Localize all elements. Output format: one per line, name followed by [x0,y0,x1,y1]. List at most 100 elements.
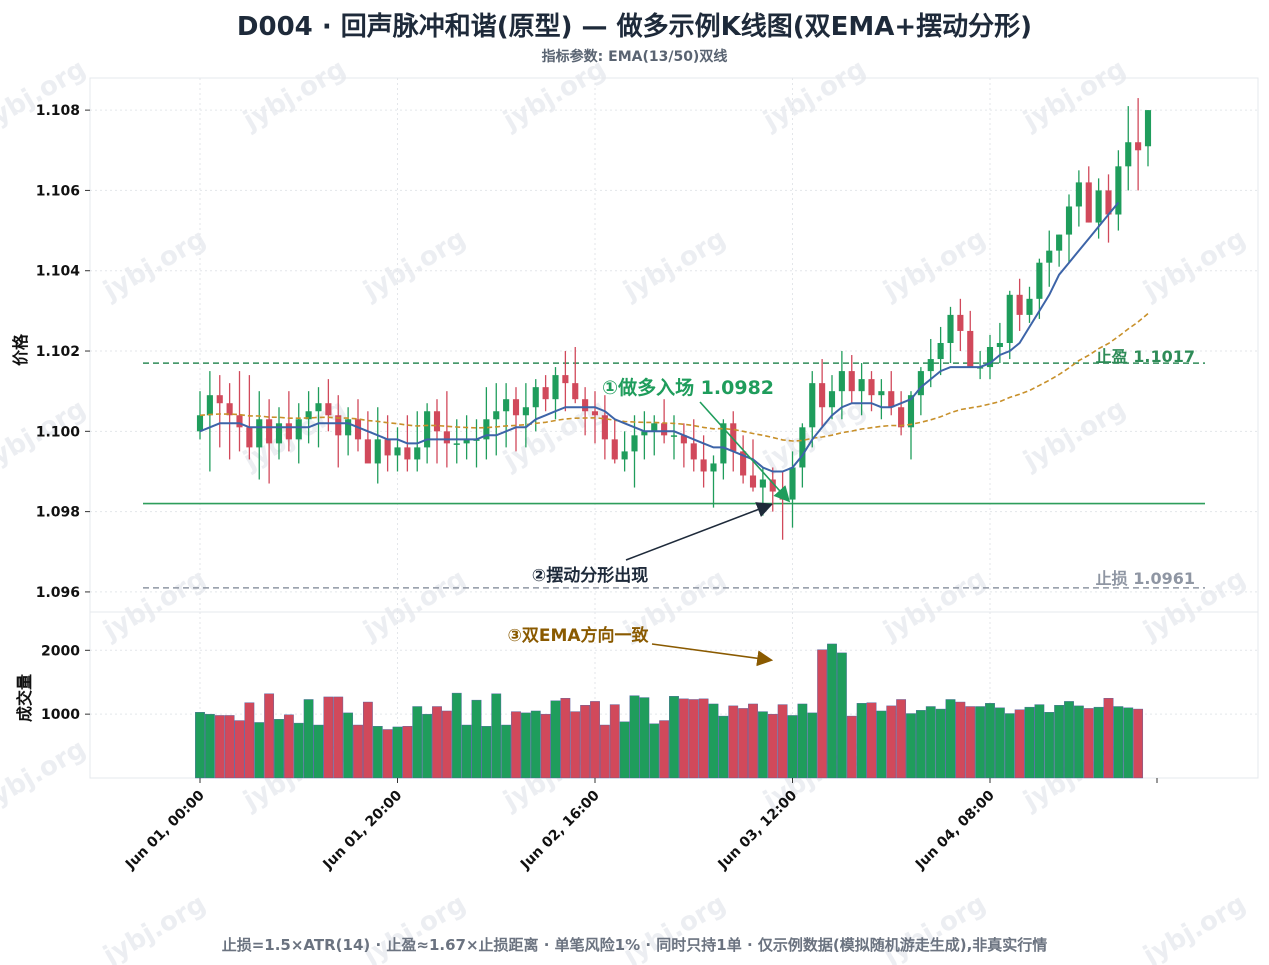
volume-bar [698,698,709,779]
x-tick-label: Jun 03, 12:00 [715,787,801,873]
volume-bar [767,713,778,779]
candle-body [789,467,796,500]
chart-subtitle: 指标参数: EMA(13/50)双线 [541,49,728,65]
volume-bar [738,708,749,779]
candle-body [354,419,362,440]
volume-bar [402,726,413,779]
volume-bar [264,693,275,779]
candle-body [374,439,381,464]
candle-body [512,399,520,416]
price-tick-label: 1.100 [36,424,81,440]
entry-arrow [699,401,791,503]
candle-body [680,435,687,444]
volume-bar [915,710,926,779]
candle-body [828,391,836,408]
candle-body [878,391,885,396]
volume-bar [293,722,304,779]
volume-bar [254,722,265,779]
volume-bar [886,705,897,779]
x-tick-label: Jun 04, 08:00 [912,787,998,873]
candle-body [1006,294,1013,343]
volume-bar [382,729,393,779]
volume-bar [1113,706,1124,779]
candle-body [710,463,717,472]
candle-body [493,411,500,420]
volume-bar [649,723,660,779]
volume-axis-label: 成交量 [15,674,34,722]
volume-bar [372,726,383,779]
volume-bar [945,699,956,779]
volume-bar [540,713,551,779]
watermark-text: jybj.org [878,564,991,647]
candle-body [246,427,253,448]
candle-body [275,423,283,444]
watermark-text: jybj.org [758,54,871,137]
entry-annotation: ①做多入场 1.0982 [602,376,774,399]
candle-body [1144,110,1152,147]
watermark-text: jybj.org [358,224,471,307]
candle-body [1085,182,1092,223]
volume-bar [481,726,492,779]
volume-bar [560,697,571,779]
volume-bar [441,710,452,779]
volume-bar [1083,708,1094,779]
volume-bar [965,706,976,779]
candle-body [631,435,638,452]
candle-body [759,479,766,488]
volume-bar [1123,707,1134,779]
volume-bar [817,649,828,779]
watermark-text: jybj.org [0,54,91,137]
candle-body [582,399,589,412]
candle-body [888,391,895,408]
price-tick-label: 1.104 [36,264,81,280]
candles [196,98,1152,540]
x-tick-label: Jun 01, 00:00 [122,787,208,873]
volume-bar [274,719,284,779]
candle-body [206,395,213,416]
ema-align-annotation: ③双EMA方向一致 [507,625,649,646]
candle-body [740,451,747,476]
volume-bar [925,706,936,779]
candle-body [315,403,322,412]
volume-bar [214,715,225,779]
volume-bar [520,712,531,779]
candle-body [394,447,401,456]
candle-body [483,419,490,440]
price-axis-label: 价格 [11,333,30,366]
candle-body [651,423,658,432]
watermark-text: jybj.org [358,564,471,647]
candle-body [1056,234,1063,251]
volume-bar [1044,712,1055,779]
volume-bar [708,703,719,779]
candle-body [463,439,470,444]
volume-bar [836,652,847,779]
candle-body [809,383,816,428]
price-tick-label: 1.098 [36,505,80,521]
candle-body [967,330,974,368]
watermark-text: jybj.org [0,734,91,817]
candle-body [424,411,431,448]
volume-bar [511,711,521,779]
candle-body [256,419,263,448]
candle-body [335,415,342,436]
volume-bar [1093,706,1104,779]
candle-body [848,371,855,392]
volume-bar [412,706,423,779]
volume-bar [570,711,581,779]
candle-body [670,435,678,437]
volume-bar [244,702,255,779]
volume-bar [876,710,887,779]
volume-bar [451,692,462,779]
candle-body [937,342,944,360]
candle-body [522,407,529,416]
fractal-arrow [625,502,773,561]
volume-bar [985,703,995,779]
candle-body [690,443,697,460]
candle-body [1115,166,1122,215]
candle-body [611,439,618,460]
price-tick-label: 1.108 [36,103,80,119]
volume-bar [550,700,561,779]
candle-body [345,419,352,436]
candle-body [305,411,312,420]
candle-body [1135,142,1142,151]
